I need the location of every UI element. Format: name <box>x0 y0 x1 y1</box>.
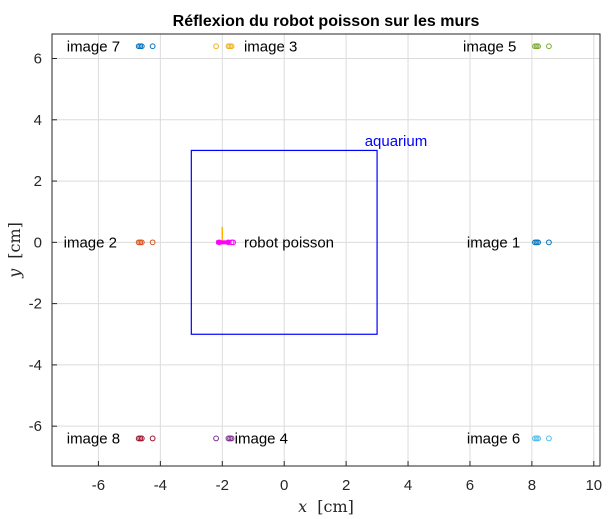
grid <box>52 34 600 466</box>
x-tick-label: -2 <box>216 477 229 494</box>
image-point <box>149 43 156 50</box>
series-image-7 <box>135 43 156 50</box>
chart-title: Réflexion du robot poisson sur les murs <box>173 13 480 30</box>
x-tick-label: 8 <box>528 477 536 494</box>
x-tick-label: -4 <box>154 477 167 494</box>
y-tick-label: 6 <box>34 51 42 68</box>
x-tick-label: 6 <box>466 477 474 494</box>
y-tick-label: 4 <box>34 112 42 129</box>
y-tick-label: 0 <box>34 234 42 251</box>
image-point <box>138 435 145 442</box>
robot-label: robot poisson <box>244 234 334 251</box>
tick-labels: -6 -4 -2 0 2 4 6 8 10 -6 -4 -2 0 2 4 6 <box>29 51 602 494</box>
image-label: image 5 <box>463 38 516 55</box>
image-point <box>149 435 156 442</box>
aquarium-label: aquarium <box>365 133 428 150</box>
y-axis-label: y [cm] <box>5 222 24 279</box>
axes-box <box>51 33 601 467</box>
image-label: image 6 <box>467 430 520 447</box>
robot-point <box>230 239 237 246</box>
x-tick-label: 0 <box>280 477 288 494</box>
series-image-8 <box>135 435 156 442</box>
x-tick-label: 2 <box>342 477 350 494</box>
image-point <box>535 43 541 50</box>
image-point <box>228 435 235 442</box>
image-point <box>213 435 219 442</box>
image-point <box>535 239 541 246</box>
image-point <box>546 239 552 246</box>
x-axis-var: x <box>298 497 307 516</box>
image-label: image 4 <box>235 430 288 447</box>
series-image-2 <box>135 239 156 246</box>
image-label: image 1 <box>467 234 520 251</box>
x-tick-label: 10 <box>585 477 602 494</box>
image-point <box>535 435 541 442</box>
y-tick-label: -2 <box>29 296 42 313</box>
image-point <box>149 239 156 246</box>
robot-point <box>216 239 223 246</box>
aquarium-rect <box>190 149 378 335</box>
y-axis-var: y <box>5 268 24 279</box>
image-point <box>213 43 219 50</box>
image-point <box>228 43 235 50</box>
y-axis-unit: [cm] <box>5 222 24 259</box>
y-tick-label: 2 <box>34 173 42 190</box>
series-image-3 <box>213 43 235 50</box>
x-tick-label: 4 <box>404 477 412 494</box>
image-point <box>546 43 552 50</box>
series-image-5 <box>532 43 552 50</box>
data-points <box>135 43 552 442</box>
x-axis-unit: [cm] <box>317 497 354 516</box>
point-labels: aquarium robot poisson image 1 image 2 image… <box>64 38 521 447</box>
image-point <box>546 435 552 442</box>
y-tick-label: -4 <box>29 357 42 374</box>
image-label: image 2 <box>64 234 117 251</box>
y-tick-label: -6 <box>29 418 42 435</box>
series-image-1 <box>532 239 552 246</box>
plot-shapes <box>190 149 378 335</box>
image-label: image 7 <box>67 38 120 55</box>
image-point <box>138 43 145 50</box>
series-image-6 <box>532 435 552 442</box>
image-label: image 8 <box>67 430 120 447</box>
image-label: image 3 <box>244 38 297 55</box>
x-tick-label: -6 <box>92 477 105 494</box>
series-image-4 <box>213 435 235 442</box>
x-axis-label: x [cm] <box>298 497 354 516</box>
image-point <box>138 239 145 246</box>
